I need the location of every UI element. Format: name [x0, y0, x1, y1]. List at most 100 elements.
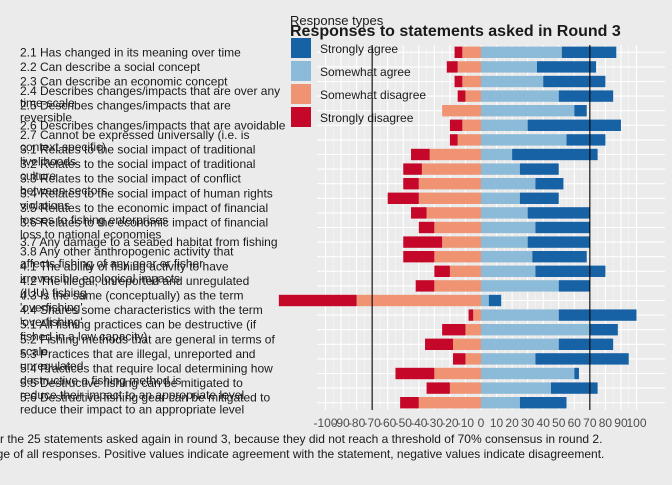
- bar-somewhat-disagree: [442, 236, 481, 248]
- x-tick-label: 70: [583, 416, 597, 430]
- statement-label: 2.5 Describes changes/impacts that are re…: [20, 99, 231, 125]
- chart-title: Responses to statements asked in Round 3: [290, 23, 621, 40]
- bar-strongly-agree: [574, 367, 579, 380]
- bar-somewhat-agree: [481, 294, 489, 307]
- statement-label: 3.7 Any damage to a seabed habitat from …: [20, 235, 278, 249]
- bar-strongly-agree: [527, 207, 590, 219]
- bar-somewhat-disagree: [418, 397, 481, 409]
- bar-somewhat-agree: [481, 105, 575, 117]
- bar-somewhat-agree: [481, 163, 520, 175]
- bar-somewhat-disagree: [434, 367, 481, 380]
- bar-somewhat-agree: [481, 192, 520, 204]
- legend-label: Somewhat disagree: [320, 88, 426, 102]
- legend-key: [291, 38, 311, 58]
- x-tick-label: 90: [614, 416, 628, 430]
- bar-somewhat-disagree: [465, 353, 481, 365]
- bar-somewhat-agree: [481, 251, 533, 263]
- statement-label: 4.4 Shares some characteristics with the…: [20, 303, 263, 329]
- statement-label: 5.3 Practices that are illegal, unreport…: [20, 347, 255, 373]
- bar-strongly-disagree: [403, 178, 419, 190]
- bar-somewhat-disagree: [434, 251, 481, 263]
- bar-strongly-agree: [512, 148, 598, 161]
- bar-somewhat-agree: [481, 280, 559, 292]
- x-tick-label: 100: [626, 416, 646, 430]
- bar-somewhat-agree: [481, 75, 544, 88]
- bar-somewhat-disagree: [434, 221, 481, 234]
- x-tick-label: -20: [441, 416, 459, 430]
- x-tick-label: -80: [348, 416, 366, 430]
- statement-label: 2.1 Has changed in its meaning over time: [20, 45, 241, 59]
- bar-strongly-agree: [527, 236, 590, 248]
- statement-label: 3.4 Relates to the social impact of huma…: [20, 186, 273, 212]
- bar-strongly-agree: [535, 353, 629, 365]
- statement-label: 5.1 All fishing practices can be destruc…: [20, 318, 257, 344]
- reference-lines: [371, 45, 591, 410]
- bar-somewhat-agree: [481, 265, 536, 277]
- bar-somewhat-agree: [481, 324, 590, 336]
- caption-line-1: for the 25 statements asked again in rou…: [0, 432, 602, 446]
- bar-somewhat-disagree: [473, 309, 481, 321]
- statement-label: 2.6 Describes changes/impacts that are a…: [20, 118, 286, 132]
- bar-strongly-agree: [566, 134, 606, 146]
- bar-strongly-agree: [558, 90, 614, 102]
- statement-label: 2.4 Describes changes/impacts that are o…: [20, 84, 280, 110]
- legend-label: Somewhat agree: [320, 65, 411, 79]
- bar-somewhat-disagree: [453, 338, 481, 350]
- bar-strongly-disagree: [418, 221, 435, 234]
- bar-somewhat-disagree: [465, 324, 481, 336]
- bar-somewhat-agree: [481, 148, 513, 161]
- bar-strongly-disagree: [387, 192, 419, 204]
- bar-somewhat-agree: [481, 338, 559, 350]
- bar-strongly-agree: [543, 75, 606, 88]
- statement-label: 3.1 Relates to the social impact of trad…: [20, 143, 255, 169]
- bar-strongly-disagree: [400, 397, 419, 409]
- bar-strongly-disagree: [278, 294, 357, 307]
- statement-label: 5.6 Destructive fishing gear can be miti…: [20, 391, 270, 417]
- bar-somewhat-agree: [481, 134, 567, 146]
- bar-somewhat-agree: [481, 309, 559, 321]
- bar-somewhat-disagree: [421, 163, 481, 175]
- bar-strongly-agree: [589, 324, 618, 336]
- statement-label: 5.4 Practices that require local determi…: [20, 362, 273, 388]
- bar-strongly-disagree: [403, 251, 435, 263]
- bar-somewhat-agree: [481, 353, 536, 365]
- bar-somewhat-agree: [481, 61, 537, 73]
- bar-somewhat-disagree: [465, 90, 481, 102]
- x-tick-label: -50: [395, 416, 413, 430]
- bar-strongly-disagree: [426, 382, 450, 394]
- bar-somewhat-disagree: [462, 119, 481, 131]
- bar-strongly-agree: [519, 397, 567, 409]
- statement-label: 3.6 Relates to the economic impact of fi…: [20, 216, 268, 242]
- bar-somewhat-agree: [481, 397, 520, 409]
- bar-somewhat-disagree: [457, 134, 481, 146]
- bar-somewhat-disagree: [429, 148, 481, 161]
- statement-label: 2.3 Can describe an economic concept: [20, 75, 228, 89]
- bar-strongly-agree: [574, 105, 587, 117]
- bar-somewhat-disagree: [449, 382, 481, 394]
- bar-strongly-agree: [519, 163, 559, 175]
- bar-somewhat-agree: [481, 221, 536, 234]
- bar-strongly-agree: [535, 265, 606, 277]
- x-tick-label: 20: [505, 416, 519, 430]
- bar-somewhat-disagree: [418, 178, 481, 190]
- bar-strongly-disagree: [415, 280, 435, 292]
- bar-strongly-disagree: [454, 75, 463, 88]
- bar-strongly-disagree: [411, 207, 427, 219]
- bar-somewhat-agree: [481, 46, 562, 58]
- x-tick-label: 30: [521, 416, 535, 430]
- bar-strongly-disagree: [449, 119, 463, 131]
- legend-label: Strongly agree: [320, 42, 398, 56]
- legend-key: [291, 84, 311, 104]
- x-tick-label: 60: [568, 416, 582, 430]
- bar-somewhat-agree: [481, 236, 528, 248]
- bar-strongly-disagree: [449, 134, 458, 146]
- legend: Strongly agree Somewhat agree Somewhat dis…: [291, 38, 426, 127]
- bar-strongly-agree: [535, 178, 564, 190]
- x-tick-label: 40: [537, 416, 551, 430]
- bar-somewhat-disagree: [356, 294, 481, 307]
- bar-strongly-disagree: [395, 367, 435, 380]
- statement-label: 2.2 Can describe a social concept: [20, 60, 201, 74]
- bar-somewhat-agree: [481, 207, 528, 219]
- bar-strongly-disagree: [434, 265, 450, 277]
- bar-strongly-agree: [488, 294, 502, 307]
